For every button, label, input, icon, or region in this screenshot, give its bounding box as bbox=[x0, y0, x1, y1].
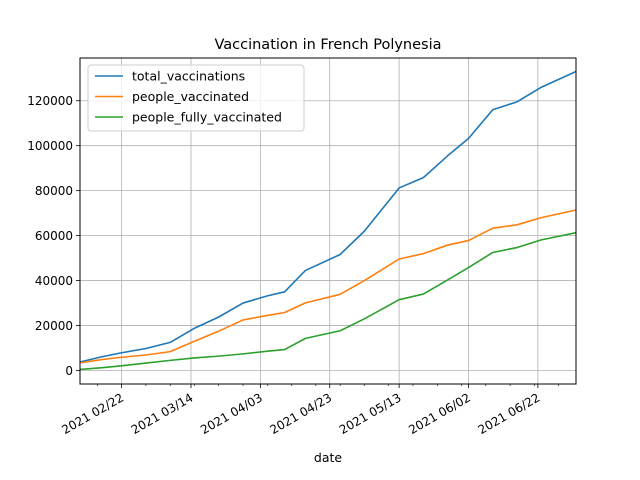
series-line-people-fully-vaccinated bbox=[79, 231, 577, 371]
legend-box bbox=[87, 64, 305, 132]
series-lines bbox=[79, 70, 577, 371]
y-tick-label: 40000 bbox=[35, 274, 73, 288]
y-tick-label: 60000 bbox=[35, 229, 73, 243]
y-tick-label: 80000 bbox=[35, 184, 73, 198]
legend-label: people_vaccinated bbox=[132, 89, 249, 104]
series-line-people-vaccinated bbox=[79, 209, 577, 364]
y-tick-label: 20000 bbox=[35, 319, 73, 333]
series-line-total-vaccinations bbox=[79, 70, 577, 363]
y-tick-label: 100000 bbox=[27, 139, 73, 153]
legend-label: people_fully_vaccinated bbox=[132, 110, 282, 125]
plot-frame bbox=[79, 57, 577, 385]
legend-label: total_vaccinations bbox=[132, 69, 245, 84]
legend: total_vaccinations people_vaccinatedpeopl… bbox=[87, 64, 305, 132]
chart-title: Vaccination in French Polynesia bbox=[214, 37, 441, 53]
y-tick-label: 120000 bbox=[27, 94, 73, 108]
x-axis-label: date bbox=[314, 450, 342, 465]
y-tick-label: 0 bbox=[65, 364, 73, 378]
